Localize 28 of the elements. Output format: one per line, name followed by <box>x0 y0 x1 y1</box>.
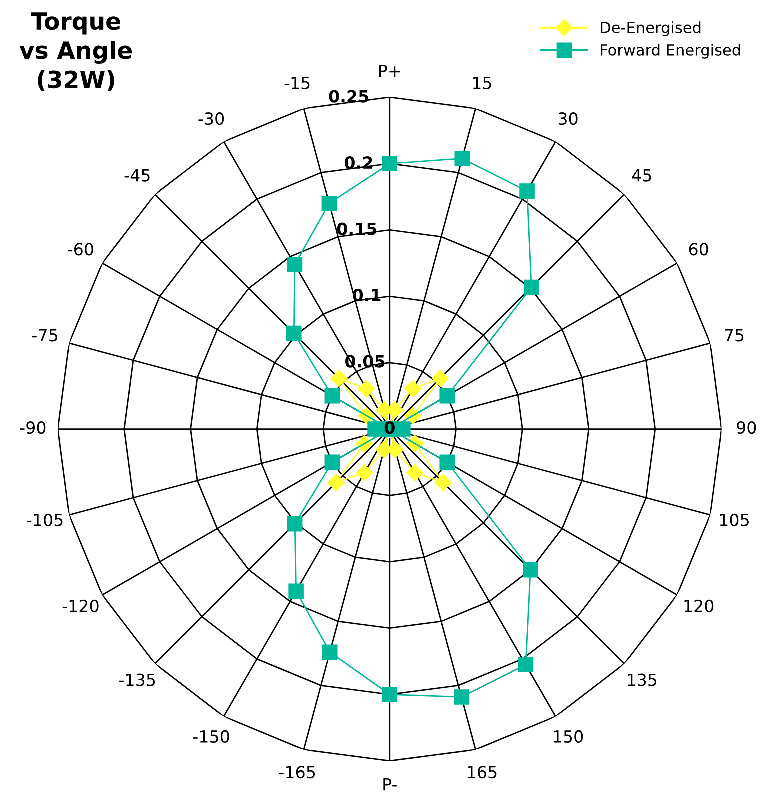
spoke-label: 105 <box>720 514 749 526</box>
spoke-label: 150 <box>554 730 584 744</box>
spoke-label: 45 <box>632 169 652 182</box>
spoke-label: P+ <box>380 64 400 78</box>
spoke-label: 75 <box>725 329 744 342</box>
spoke-label: -75 <box>32 329 58 342</box>
spoke-label: 90 <box>737 421 756 434</box>
legend-label: Forward Energised <box>601 44 740 59</box>
spoke-label: P- <box>384 778 397 791</box>
text: Torque vs Angle (32W) <box>20 12 132 92</box>
spoke-label: 165 <box>468 766 497 779</box>
spoke-label: -30 <box>198 112 224 126</box>
spoke-label: 135 <box>628 674 657 686</box>
spoke-label: -165 <box>279 766 316 779</box>
spoke-label: -15 <box>284 77 310 90</box>
spoke-label: 30 <box>558 112 578 126</box>
spoke-label: -60 <box>68 243 94 256</box>
spoke-label: -105 <box>27 514 63 526</box>
spoke-label: -90 <box>20 421 46 434</box>
y-tick-label: 0 <box>384 421 395 434</box>
spoke-label: -135 <box>120 674 156 686</box>
spoke-label: 15 <box>473 77 492 90</box>
spoke-label: -45 <box>124 169 150 182</box>
legend-label: De-Energised <box>601 22 701 36</box>
spoke-label: 120 <box>684 600 714 612</box>
spoke-label: -150 <box>193 730 230 744</box>
spoke-label: 60 <box>689 243 708 256</box>
spoke-label: -120 <box>62 600 99 612</box>
